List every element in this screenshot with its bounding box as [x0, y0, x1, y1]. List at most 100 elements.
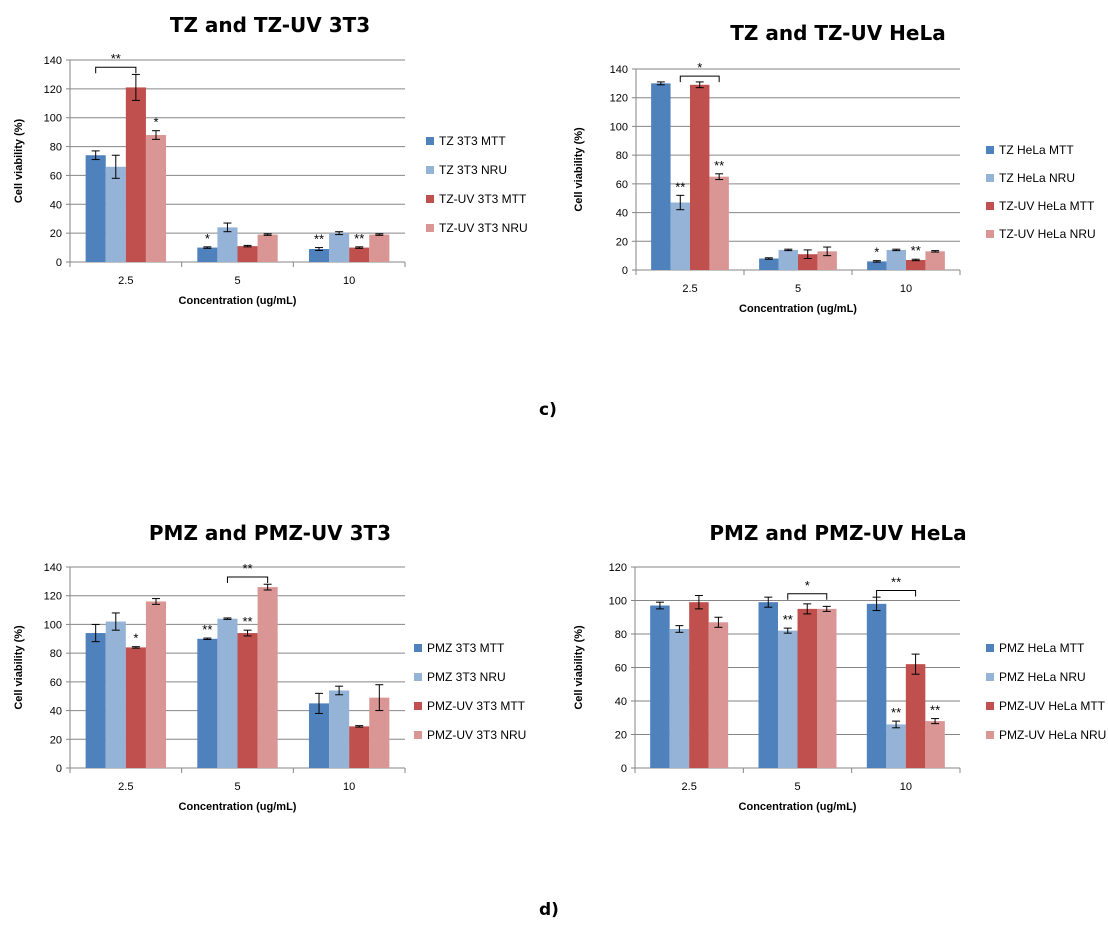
x-tick-label: 10 [900, 781, 912, 793]
bar [369, 234, 390, 262]
error-bar [355, 246, 364, 249]
error-bar [315, 692, 324, 714]
chart-tz-hela: TZ and TZ-UV HeLa 0 20 40 60 80 100 120 140 2.5 5 1… [573, 21, 1096, 315]
error-bar [203, 637, 212, 641]
legend-label: PMZ HeLa MTT [999, 641, 1085, 655]
y-tick-label: 40 [616, 208, 628, 220]
significance-label: * [153, 115, 158, 130]
y-tick-label: 0 [56, 257, 62, 269]
error-bar [263, 233, 272, 236]
legend-swatch [986, 731, 994, 739]
bar [329, 690, 350, 768]
error-bar [223, 617, 232, 620]
legend-swatch [426, 224, 434, 232]
legend-swatch [414, 644, 422, 652]
bar [797, 608, 817, 768]
bar [237, 246, 258, 262]
x-tick-label: 5 [795, 283, 801, 295]
y-tick-label: 100 [44, 619, 62, 631]
legend-label: TZ-UV HeLa MTT [999, 199, 1095, 213]
y-tick-label: 60 [615, 663, 627, 675]
y-tick-label: 40 [615, 696, 627, 708]
y-tick-label: 60 [50, 677, 62, 689]
bar [650, 605, 670, 768]
y-tick-label: 80 [50, 142, 62, 154]
x-tick-label: 5 [234, 781, 240, 793]
legend-swatch [986, 230, 994, 238]
error-bar [823, 246, 832, 257]
legend-label: TZ-UV 3T3 NRU [439, 221, 528, 235]
significance-bracket [787, 593, 828, 600]
bar [145, 601, 167, 768]
y-tick-label: 40 [50, 706, 62, 718]
error-bar [694, 594, 703, 610]
y-axis-label: Cell viability (%) [13, 118, 25, 203]
error-bar [151, 130, 160, 140]
legend-swatch [986, 673, 994, 681]
legend-swatch [414, 731, 422, 739]
legend-swatch [426, 195, 434, 203]
y-tick-label: 140 [610, 64, 628, 76]
legend-swatch [986, 644, 994, 652]
bar [669, 628, 690, 768]
bar [670, 202, 690, 270]
error-bar [656, 81, 665, 86]
bar [105, 166, 126, 262]
significance-label: * [205, 231, 210, 246]
y-tick-label: 120 [44, 84, 62, 96]
error-bar [911, 258, 920, 262]
x-tick-label: 10 [900, 283, 912, 295]
x-tick-label: 10 [343, 781, 355, 793]
legend-label: PMZ 3T3 NRU [427, 670, 506, 684]
bracket-label: * [697, 60, 702, 75]
error-bar [355, 725, 364, 728]
x-tick-label: 5 [234, 275, 240, 287]
y-tick-label: 120 [609, 562, 627, 574]
legend-label: PMZ HeLa NRU [999, 670, 1086, 684]
bar [906, 259, 926, 270]
y-tick-label: 20 [615, 730, 627, 742]
y-tick-label: 140 [44, 562, 62, 574]
bar [217, 618, 238, 768]
bar [817, 251, 837, 270]
chart-tz-3t3: TZ and TZ-UV 3T3 0 20 40 60 80 100 120 140 2.5 5 10… [13, 13, 528, 307]
bar [905, 664, 926, 768]
error-bar [764, 257, 773, 260]
bar [798, 254, 818, 270]
panel-label-d: d) [539, 900, 559, 920]
bracket-label: ** [242, 561, 252, 576]
significance-label: ** [675, 179, 685, 194]
error-bar [892, 248, 901, 252]
error-bar [655, 601, 664, 610]
bar [759, 258, 779, 270]
y-axis-label: Cell viability (%) [573, 625, 585, 710]
error-bar [784, 248, 793, 252]
legend-label: TZ 3T3 NRU [439, 163, 507, 177]
bar [886, 249, 906, 270]
significance-label: ** [930, 703, 940, 718]
error-bar [111, 612, 120, 631]
error-bar [675, 625, 684, 633]
significance-label: ** [202, 622, 212, 637]
error-bar [243, 244, 252, 248]
bar [758, 602, 778, 768]
legend-label: TZ 3T3 MTT [439, 134, 506, 148]
legend-swatch [986, 202, 994, 210]
bar [257, 234, 278, 262]
bar [308, 249, 330, 262]
error-bar [695, 81, 704, 89]
bar [778, 249, 798, 270]
y-tick-label: 0 [621, 763, 627, 775]
significance-label: ** [783, 612, 793, 627]
legend-label: TZ HeLa MTT [999, 143, 1074, 157]
legend-label: PMZ-UV HeLa NRU [999, 728, 1106, 742]
error-bar [676, 194, 685, 211]
bar [349, 247, 370, 262]
significance-label: ** [891, 705, 901, 720]
x-tick-label: 10 [343, 275, 355, 287]
error-bar [931, 250, 940, 253]
error-bar [803, 603, 812, 615]
legend-swatch [986, 174, 994, 182]
x-tick-label: 2.5 [682, 781, 697, 793]
y-tick-label: 140 [44, 55, 62, 67]
